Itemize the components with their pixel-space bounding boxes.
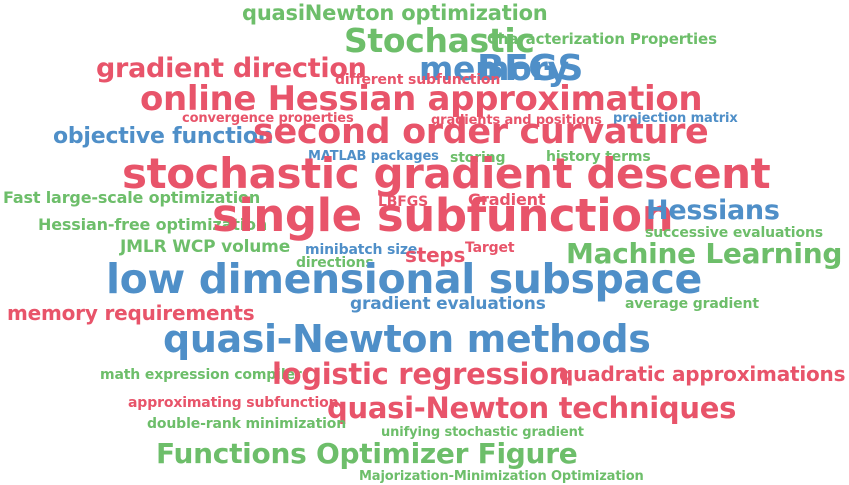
cloud-word: history terms xyxy=(546,149,651,165)
cloud-word: different subfunction xyxy=(335,72,501,88)
cloud-word: quasi-Newton methods xyxy=(163,317,651,361)
cloud-word: convergence properties xyxy=(182,111,354,126)
cloud-word: memory requirements xyxy=(7,301,255,325)
cloud-word: gradient direction xyxy=(96,53,367,84)
cloud-word: Target xyxy=(465,240,515,256)
cloud-word: memory xyxy=(419,49,569,88)
cloud-word: Hessians xyxy=(646,195,780,226)
cloud-word: successive evaluations xyxy=(645,225,823,241)
cloud-word: average gradient xyxy=(625,296,759,312)
cloud-word: LBFGS xyxy=(378,194,429,210)
cloud-word: projection matrix xyxy=(613,111,738,126)
cloud-word: Gradient xyxy=(468,190,546,209)
cloud-word: math expression compiler xyxy=(100,367,302,383)
cloud-word: quasi-Newton techniques xyxy=(327,391,737,425)
cloud-word: online Hessian approximation xyxy=(140,79,703,119)
cloud-word: steps xyxy=(405,243,466,267)
cloud-word: Majorization-Minimization Optimization xyxy=(359,469,644,484)
cloud-word: single subfunction xyxy=(212,189,674,242)
cloud-word: low dimensional subspace xyxy=(106,255,702,303)
cloud-word: Hessian-free optimization xyxy=(38,215,268,234)
cloud-word: second order curvature xyxy=(253,112,709,152)
cloud-word: quasiNewton optimization xyxy=(242,1,548,25)
cloud-word: logistic regression xyxy=(272,357,570,391)
cloud-word: Stochastic xyxy=(344,21,535,60)
cloud-word: stochastic gradient descent xyxy=(122,149,771,198)
cloud-word: approximating subfunction xyxy=(128,395,339,411)
cloud-word: minibatch size xyxy=(305,242,418,258)
cloud-word: objective function xyxy=(53,124,274,149)
cloud-word: double-rank minimization xyxy=(147,416,347,432)
cloud-word: storing xyxy=(450,150,506,166)
cloud-word: unifying stochastic gradient xyxy=(381,425,584,440)
cloud-word: quadratic approximations xyxy=(559,362,846,386)
cloud-word: Fast large-scale optimization xyxy=(3,188,261,207)
cloud-word: Characterization Properties xyxy=(487,30,717,48)
cloud-word: gradient evaluations xyxy=(350,294,546,314)
cloud-word: Machine Learning xyxy=(566,237,843,270)
cloud-word: BFGS xyxy=(477,48,584,89)
cloud-word: gradients and positions xyxy=(431,113,602,128)
cloud-word: JMLR WCP volume xyxy=(120,237,291,257)
cloud-word: MATLAB packages xyxy=(308,149,439,164)
cloud-word: Functions Optimizer Figure xyxy=(156,437,578,470)
cloud-word: directions xyxy=(296,255,374,271)
